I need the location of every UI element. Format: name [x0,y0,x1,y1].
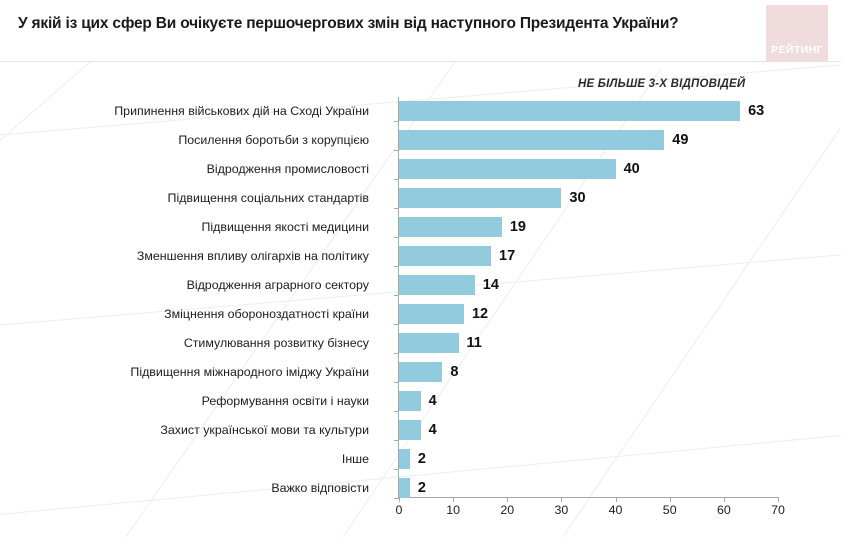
x-axis-tick [723,497,725,502]
category-label: Припинення військових дій на Сході Украї… [114,104,369,118]
bar-row: Важко відповісти 2 [271,478,778,499]
bar-value-label: 11 [466,335,482,351]
bar[interactable] [399,478,410,498]
bar[interactable] [399,246,492,266]
bar-row: Відродження промисловості 40 [207,159,778,180]
bar-row: Зменшення впливу олігархів на політику 17 [137,246,778,267]
bar-chart: НЕ БІЛЬШЕ 3-Х ВІДПОВІДЕЙ Припинення війс… [0,61,841,537]
plot-area: Припинення військових дій на Сході Украї… [114,97,785,517]
bar-row: Відродження аграрного сектору 14 [187,275,778,296]
category-label: Реформування освіти і науки [201,394,369,408]
x-axis-tick [615,497,617,502]
bar-row: Підвищення соціальних стандартів 30 [168,188,778,209]
bar[interactable] [399,391,421,411]
bar[interactable] [399,333,459,353]
x-axis-tick-label: 20 [500,503,515,517]
bar[interactable] [399,101,741,121]
y-axis-tick [394,179,399,180]
y-axis-tick [394,440,399,441]
bar-row: Стимулювання розвитку бізнесу 11 [184,333,778,354]
bar-row: Реформування освіти і науки 4 [202,391,778,412]
category-label: Підвищення соціальних стандартів [167,191,369,205]
bar[interactable] [399,304,464,324]
bar[interactable] [399,362,443,382]
x-axis-tick-label: 50 [662,503,677,517]
bar-value-label: 2 [417,480,426,496]
category-label: Зменшення впливу олігархів на політику [136,249,369,263]
bar-row: Підвищення міжнародного іміджу України 8 [130,362,778,383]
y-axis-tick [394,353,399,354]
bar-value-label: 40 [623,161,640,177]
bar-value-label: 4 [428,393,437,409]
y-axis-tick [394,266,399,267]
y-axis-tick [394,469,399,470]
y-axis-tick [394,324,399,325]
x-axis-tick [453,497,455,502]
y-axis-tick [394,208,399,209]
y-axis-tick [394,295,399,296]
y-axis-tick [394,121,399,122]
bar-value-label: 49 [672,132,689,148]
bar[interactable] [399,130,665,150]
x-axis-tick [561,497,563,502]
y-axis-tick [394,411,399,412]
category-label: Відродження аграрного сектору [186,278,369,292]
y-axis-tick [394,150,399,151]
category-label: Відродження промисловості [206,162,369,176]
bar-row: Захист української мови та культури 4 [160,420,778,441]
category-label: Важко відповісти [271,481,369,495]
bar-value-label: 12 [471,306,489,322]
bar[interactable] [399,275,475,295]
bar-value-label: 8 [450,364,459,380]
bar-value-label: 30 [569,190,586,206]
bar-row: Зміцнення обороноздатності країни 12 [164,304,778,325]
bar-row: Посилення боротьби з корупцією 49 [178,130,778,151]
x-axis-tick-label: 70 [771,503,785,517]
bar[interactable] [399,159,616,179]
bar-value-label: 63 [748,103,765,119]
x-axis-tick-label: 40 [608,503,623,517]
bar-value-label: 14 [482,277,499,293]
category-label: Стимулювання розвитку бізнесу [183,336,369,350]
bar-value-label: 2 [417,451,426,467]
chart-annotation: НЕ БІЛЬШЕ 3-Х ВІДПОВІДЕЙ [578,78,746,90]
logo-label: РЕЙТИНГ [771,44,823,56]
bar[interactable] [399,217,502,237]
y-axis-tick [394,382,399,383]
x-axis-tick [669,497,671,502]
bar[interactable] [399,188,562,208]
x-axis-tick-label: 0 [395,503,403,517]
x-axis-tick-label: 10 [446,503,461,517]
bar-row: Припинення військових дій на Сході Украї… [114,101,778,122]
category-label: Зміцнення обороноздатності країни [164,307,369,321]
x-axis-tick [399,497,400,502]
chart-header: У якій із цих сфер Ви очікуєте першочерг… [0,0,841,62]
bar-value-label: 19 [509,219,526,235]
bar[interactable] [399,420,421,440]
rating-logo: РЕЙТИНГ [766,5,828,61]
x-axis-tick [778,497,779,502]
bar-row: Підвищення якості медицини 19 [202,217,778,238]
category-label: Інше [341,452,369,466]
x-axis-tick-label: 30 [554,503,569,517]
bar-value-label: 4 [428,422,437,438]
category-label: Підвищення якості медицини [201,220,369,234]
x-axis-tick [507,497,509,502]
category-label: Підвищення міжнародного іміджу України [130,365,369,379]
bar-row: Інше 2 [342,449,778,470]
category-label: Посилення боротьби з корупцією [178,133,369,147]
y-axis-tick [394,237,399,238]
bar-value-label: 17 [499,248,516,264]
page-title: У якій із цих сфер Ви очікуєте першочерг… [18,15,679,32]
bar[interactable] [399,449,410,469]
x-axis-tick-label: 60 [716,503,731,517]
category-label: Захист української мови та культури [160,423,369,437]
